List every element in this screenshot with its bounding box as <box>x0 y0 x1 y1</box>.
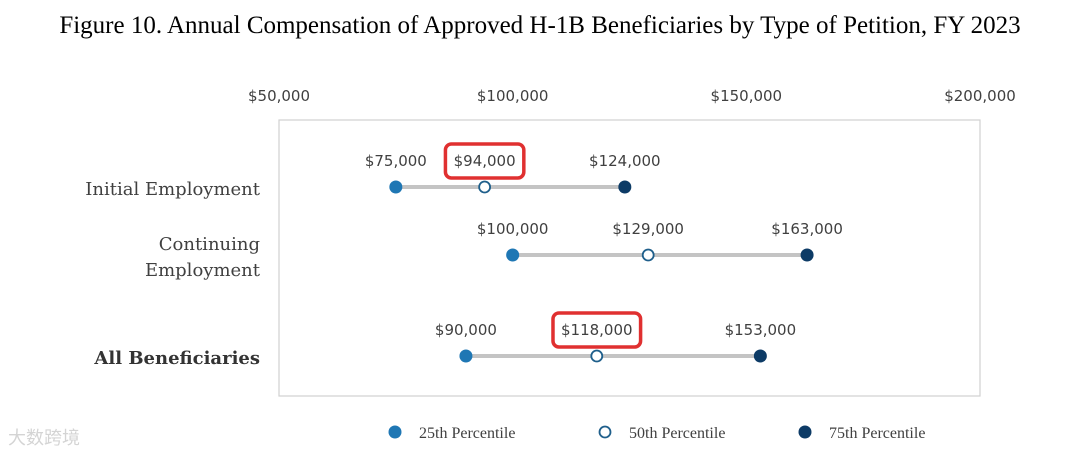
data-points <box>389 180 814 363</box>
legend-marker-25th-percentile <box>388 425 402 439</box>
value-label: $90,000 <box>435 321 497 339</box>
x-tick-label: $150,000 <box>711 87 783 105</box>
point-50th-percentile-continuing-employment <box>641 248 655 262</box>
x-tick-label: $200,000 <box>944 87 1016 105</box>
chart-title: Figure 10. Annual Compensation of Approv… <box>59 12 1021 39</box>
value-label: $124,000 <box>589 152 661 170</box>
value-label: $100,000 <box>477 220 549 238</box>
watermark: 大数跨境 <box>8 428 80 449</box>
x-axis-ticks: $50,000 $100,000 $150,000 $200,000 <box>248 87 1016 105</box>
value-label: $118,000 <box>561 321 633 339</box>
point-75th-percentile-all-beneficiaries <box>753 349 767 363</box>
legend-label-75th-percentile: 75th Percentile <box>829 425 925 442</box>
x-tick-label: $100,000 <box>477 87 549 105</box>
range-lines <box>395 185 808 358</box>
legend-label-50th-percentile: 50th Percentile <box>629 425 725 442</box>
x-tick-label: $50,000 <box>248 87 310 105</box>
point-25th-percentile-all-beneficiaries <box>459 349 473 363</box>
plot-border <box>278 119 981 397</box>
category-labels: Initial Employment Continuing Employment Al… <box>85 179 260 369</box>
category-label-all-beneficiaries: All Beneficiaries <box>93 348 260 369</box>
highlight-box <box>551 311 643 349</box>
value-label: $153,000 <box>725 321 797 339</box>
plot-area <box>278 119 981 397</box>
value-label: $94,000 <box>454 152 516 170</box>
point-50th-percentile-initial-employment <box>478 180 492 194</box>
value-label: $75,000 <box>365 152 427 170</box>
highlight-boxes <box>443 142 643 349</box>
point-75th-percentile-continuing-employment <box>800 248 814 262</box>
point-75th-percentile-initial-employment <box>618 180 632 194</box>
point-25th-percentile-continuing-employment <box>506 248 520 262</box>
point-50th-percentile-all-beneficiaries <box>590 349 604 363</box>
legend-label-25th-percentile: 25th Percentile <box>419 425 515 442</box>
value-labels: $75,000 $100,000 $90,000 $94,000 $129,000 $11… <box>365 152 843 339</box>
legend-marker-75th-percentile <box>798 425 812 439</box>
value-label: $129,000 <box>612 220 684 238</box>
category-label-continuing-employment: Continuing Employment <box>145 234 261 281</box>
legend-marker-50th-percentile <box>598 425 612 439</box>
category-label-initial-employment: Initial Employment <box>85 179 260 200</box>
value-label: $163,000 <box>771 220 843 238</box>
legend: 25th Percentile 50th Percentile 75th Perce… <box>388 425 925 442</box>
highlight-box <box>443 142 526 180</box>
point-25th-percentile-initial-employment <box>389 180 403 194</box>
